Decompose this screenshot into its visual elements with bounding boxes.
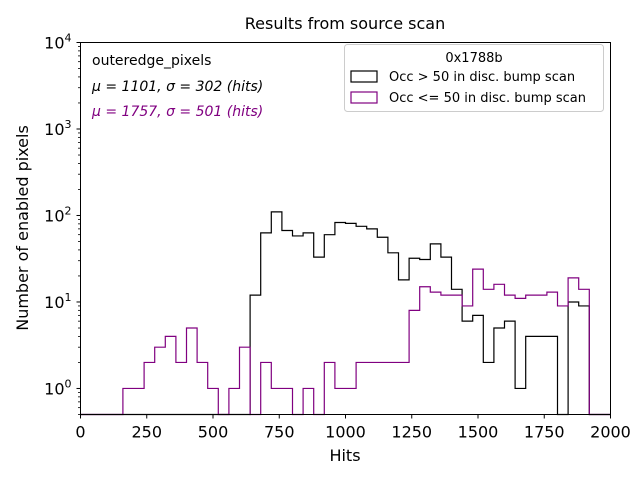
x-axis-label: Hits [329,446,360,465]
x-tick-label: 1750 [524,423,565,442]
histogram-bin [505,295,516,414]
legend-swatch-purple [350,91,378,104]
region-annotation: outeredge_pixels [92,53,211,69]
histogram-bin [462,306,473,415]
histogram-bin [271,212,282,415]
histogram-bin [356,362,367,414]
histogram-bin [377,362,388,414]
histogram-bin [536,295,547,414]
histogram-bin [558,306,569,415]
stats-purple-annotation: μ = 1757, σ = 501 (hits) [91,104,263,120]
histogram-bin [176,362,187,414]
legend-label-black: Occ > 50 in disc. bump scan [389,70,575,85]
x-tick-label: 1250 [391,423,432,442]
histogram-bin [515,298,526,414]
x-tick-label: 1000 [325,423,366,442]
histogram-bin [388,362,399,414]
x-tick-label: 0 [75,423,85,442]
histogram-bin [261,362,272,414]
legend-title: 0x1788b [445,51,502,66]
histogram-bin [197,362,208,414]
histogram-bin [314,257,325,414]
y-axis: 100 101 102 103 104 [44,32,81,415]
histogram-bin [568,278,579,415]
chart-title: Results from source scan [245,14,445,33]
histogram-bin [441,295,452,414]
histogram-bin [240,347,251,414]
x-tick-label: 1500 [458,423,499,442]
histogram-bin [303,388,314,414]
y-tick-label: 104 [44,32,71,53]
x-tick-label: 750 [264,423,295,442]
histogram-bin [250,295,261,414]
histogram-bin [346,223,357,414]
histogram-bin [367,362,378,414]
legend: 0x1788b Occ > 50 in disc. bump scan Occ … [344,44,604,112]
x-tick-label: 250 [131,423,162,442]
histogram-bin [208,388,219,414]
histogram-bin [473,269,484,414]
histogram-bin [123,388,134,414]
legend-box [344,44,604,112]
y-axis-label: Number of enabled pixels [13,125,32,331]
histogram-bin [293,236,304,415]
histogram-bin [483,289,494,414]
series-occ-le-50-step [80,268,611,416]
histogram-bin [579,289,590,414]
histogram-bin [144,362,155,414]
x-axis: 0 250 500 750 1000 1250 1500 1750 2000 [75,414,631,442]
legend-swatch-black [350,70,378,83]
histogram-bin [526,295,537,414]
y-tick-label: 101 [44,291,71,312]
histogram-bin [335,222,346,414]
histogram-bin [547,292,558,414]
histogram-bin [430,292,441,414]
histogram-bin [134,388,145,414]
histogram-bin [271,388,282,414]
histogram-bin [399,362,410,414]
histogram-bin [282,388,293,414]
y-tick-label: 103 [44,118,71,139]
histogram-bin [155,347,166,414]
y-tick-label: 102 [44,204,71,225]
histogram-bin [335,388,346,414]
x-tick-label: 2000 [590,423,631,442]
histogram-bin [187,328,198,414]
histogram-bin [229,388,240,414]
histogram-bin [409,310,420,414]
histogram-bin [420,287,431,415]
histogram-bin [346,388,357,414]
histogram-bin [452,295,463,414]
histogram-bin [303,233,314,415]
histogram-bin [494,284,505,414]
histogram-bin [282,231,293,415]
histogram-bin [324,362,335,414]
y-tick-label: 100 [44,377,71,398]
series-layer [80,211,611,416]
legend-label-purple: Occ <= 50 in disc. bump scan [389,91,586,106]
stats-black-annotation: μ = 1101, σ = 302 (hits) [91,79,263,95]
x-tick-label: 500 [198,423,229,442]
histogram-bin [165,336,176,414]
